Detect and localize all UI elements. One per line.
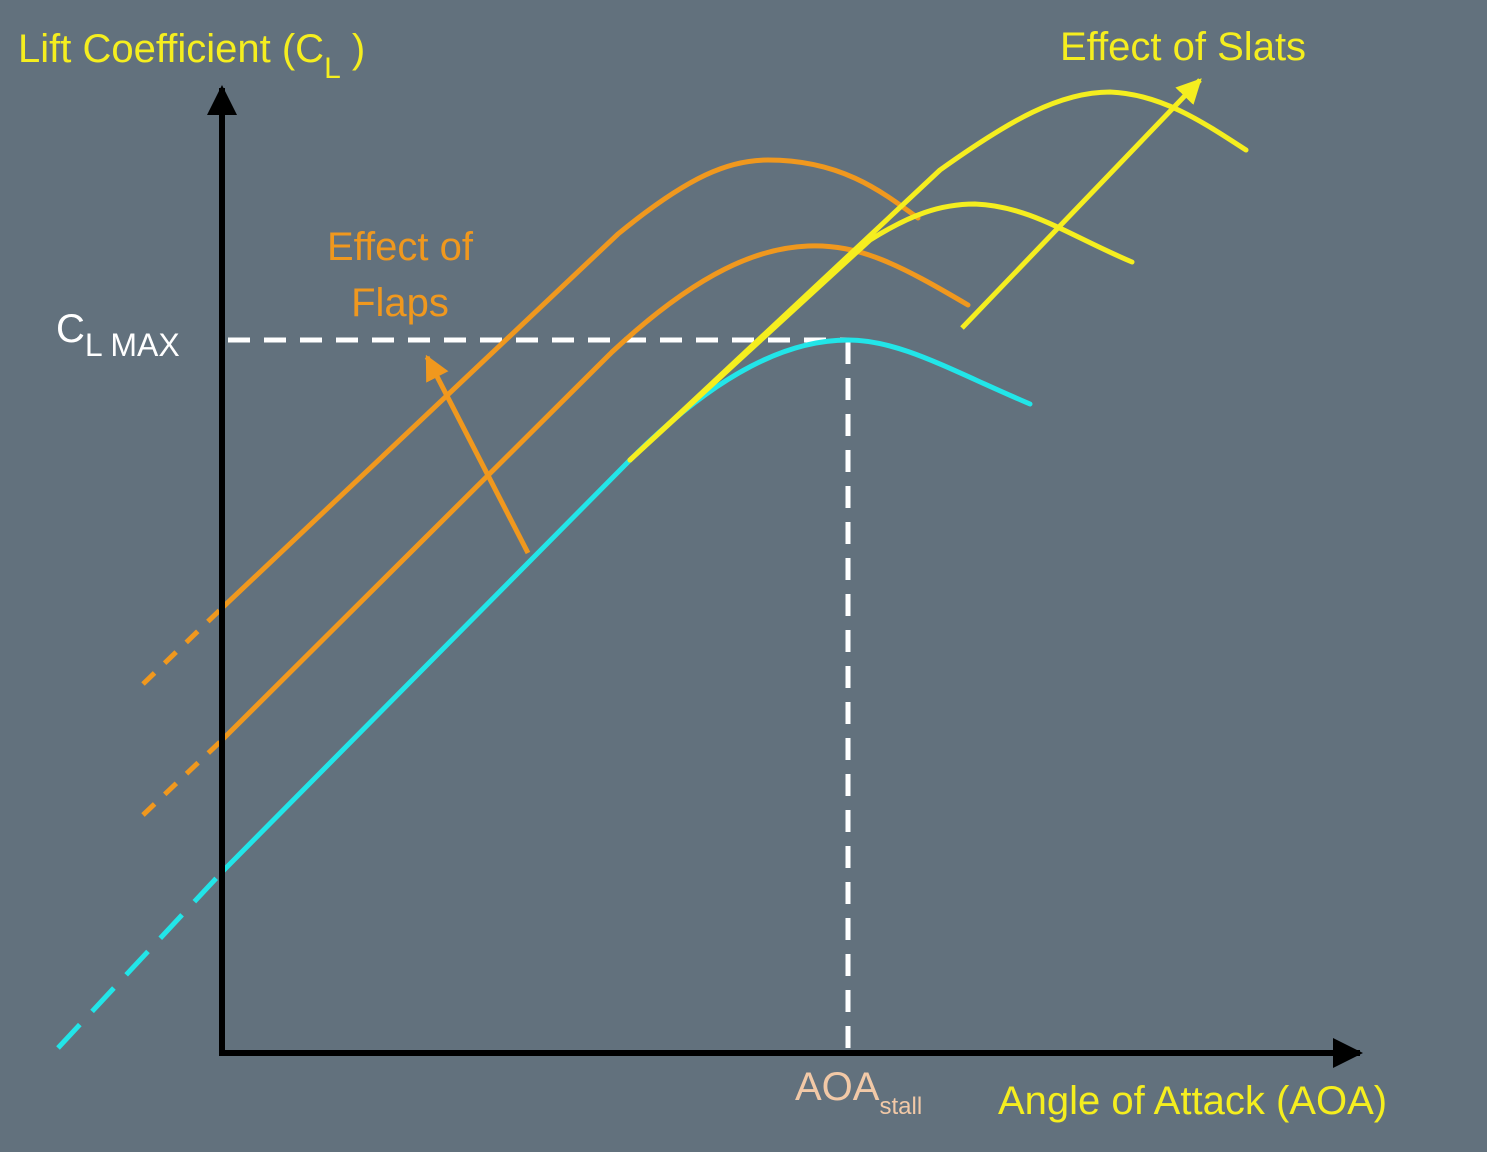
flap-curve-lower bbox=[219, 243, 971, 743]
flaps-effect-arrow bbox=[424, 354, 531, 555]
slats-annotation: Effect of Slats bbox=[1060, 25, 1306, 69]
slat-curve-lower bbox=[627, 201, 1135, 463]
y-axis-label: Lift Coefficient (CL ) bbox=[18, 27, 365, 85]
flap-curve-lower-extension bbox=[141, 738, 224, 817]
flaps-annotation-line1: Effect of bbox=[327, 225, 474, 269]
slats-effect-arrow bbox=[960, 78, 1202, 330]
x-axis-label: Angle of Attack (AOA) bbox=[998, 1079, 1387, 1123]
aoa-stall-label: AOAstall bbox=[795, 1065, 922, 1120]
base-lift-curve bbox=[219, 337, 1033, 875]
flap-curve-upper-extension bbox=[141, 606, 224, 686]
base-curve-extension bbox=[56, 870, 224, 1050]
clmax-label: CL MAX bbox=[56, 307, 180, 363]
flap-curve-upper bbox=[219, 157, 921, 611]
flaps-annotation-line2: Flaps bbox=[351, 281, 449, 325]
slat-curve-upper bbox=[627, 89, 1249, 463]
